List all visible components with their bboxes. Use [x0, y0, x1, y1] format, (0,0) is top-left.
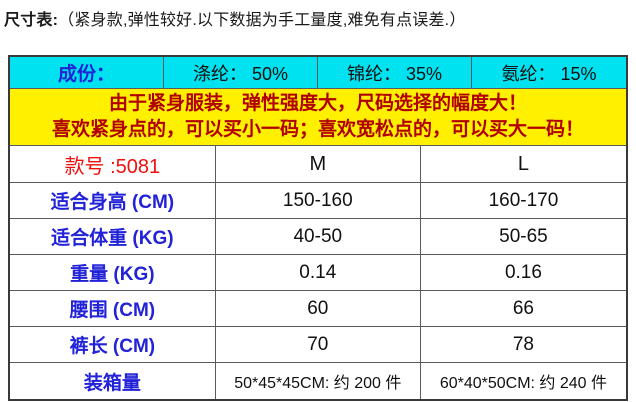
composition-row: 成份： 涤纶： 50% 锦纶： 35% 氨纶： 15% — [10, 57, 626, 89]
composition-nylon-cell: 锦纶： 35% — [318, 57, 472, 88]
row-label: 腰围 (CM) — [69, 300, 156, 321]
row-m-value: 40-50 — [293, 225, 343, 247]
size-m-header-cell: M — [216, 146, 421, 182]
row-label: 适合身高 (CM) — [50, 192, 175, 213]
row-m-value: 150-160 — [282, 189, 353, 211]
row-l-value: 0.16 — [504, 261, 542, 283]
row-label-cell: 适合体重 (KG) — [10, 219, 216, 254]
composition-spandex-cell: 氨纶： 15% — [472, 57, 626, 88]
row-m-cell: 50*45*45CM: 约 200 件 — [216, 363, 421, 399]
table-row-packing-quantity: 装箱量 50*45*45CM: 约 200 件 60*40*50CM: 约 24… — [10, 363, 626, 399]
row-m-value: 0.14 — [299, 261, 337, 283]
row-label-cell: 重量 (KG) — [10, 255, 216, 290]
row-label-cell: 适合身高 (CM) — [10, 183, 216, 218]
row-label: 裤长 (CM) — [69, 336, 156, 357]
row-m-cell: 0.14 — [216, 255, 421, 290]
composition-polyester-cell: 涤纶： 50% — [164, 57, 318, 88]
row-m-value: 60 — [307, 297, 329, 319]
page-title-prefix: 尺寸表: — [4, 12, 59, 29]
table-row-pants-length: 裤长 (CM) 70 78 — [10, 327, 626, 363]
notice-line-2: 喜欢紧身点的，可以买小一码；喜欢宽松点的，可以买大一码！ — [51, 119, 584, 140]
row-l-cell: 66 — [421, 291, 626, 326]
composition-label: 成份： — [57, 64, 115, 85]
row-label: 适合体重 (KG) — [51, 228, 174, 249]
row-l-value: 50-65 — [499, 225, 548, 247]
row-l-cell: 78 — [421, 327, 626, 362]
size-header-row: 款号 :5081 M L — [10, 146, 626, 183]
row-l-value: 60*40*50CM: 约 240 件 — [439, 375, 608, 392]
notice-line-1: 由于紧身服装，弹性强度大，尺码选择的幅度大！ — [108, 93, 527, 114]
row-m-value: 50*45*45CM: 约 200 件 — [234, 375, 402, 392]
row-l-cell: 160-170 — [421, 183, 626, 218]
row-label-cell: 腰围 (CM) — [10, 291, 216, 326]
row-m-cell: 40-50 — [216, 219, 421, 254]
model-number: 款号 :5081 — [64, 155, 161, 178]
model-number-cell: 款号 :5081 — [10, 146, 216, 182]
row-label-cell: 裤长 (CM) — [10, 327, 216, 362]
row-m-cell: 60 — [216, 291, 421, 326]
row-l-value: 78 — [512, 333, 534, 355]
table-row-item-weight: 重量 (KG) 0.14 0.16 — [10, 255, 626, 291]
row-m-cell: 150-160 — [216, 183, 421, 218]
row-m-cell: 70 — [216, 327, 421, 362]
row-l-cell: 60*40*50CM: 约 240 件 — [421, 363, 626, 399]
composition-polyester: 涤纶： 50% — [192, 63, 289, 84]
row-label: 装箱量 — [83, 372, 141, 394]
page-title: 尺寸表:（紧身款,弹性较好.以下数据为手工量度,难免有点误差.） — [4, 6, 466, 30]
composition-label-cell: 成份： — [10, 57, 164, 88]
row-l-cell: 0.16 — [421, 255, 626, 290]
row-l-value: 66 — [512, 297, 534, 319]
composition-spandex: 氨纶： 15% — [501, 63, 597, 84]
size-l-header: L — [517, 152, 529, 175]
sizing-notice-banner: 由于紧身服装，弹性强度大，尺码选择的幅度大！ 喜欢紧身点的，可以买小一码；喜欢宽… — [10, 89, 626, 146]
size-table: 成份： 涤纶： 50% 锦纶： 35% 氨纶： 15% 由于紧身服装，弹性强度大… — [8, 55, 628, 401]
row-label-cell: 装箱量 — [10, 363, 216, 399]
table-row-weight-range: 适合体重 (KG) 40-50 50-65 — [10, 219, 626, 255]
row-m-value: 70 — [307, 333, 329, 355]
page-title-note: （紧身款,弹性较好.以下数据为手工量度,难免有点误差.） — [58, 12, 466, 29]
row-l-cell: 50-65 — [421, 219, 626, 254]
size-m-header: M — [309, 152, 327, 175]
composition-nylon: 锦纶： 35% — [346, 63, 443, 84]
table-row-waist: 腰围 (CM) 60 66 — [10, 291, 626, 327]
row-l-value: 160-170 — [488, 189, 559, 211]
row-label: 重量 (KG) — [70, 264, 155, 285]
table-row-height: 适合身高 (CM) 150-160 160-170 — [10, 183, 626, 219]
size-l-header-cell: L — [421, 146, 626, 182]
